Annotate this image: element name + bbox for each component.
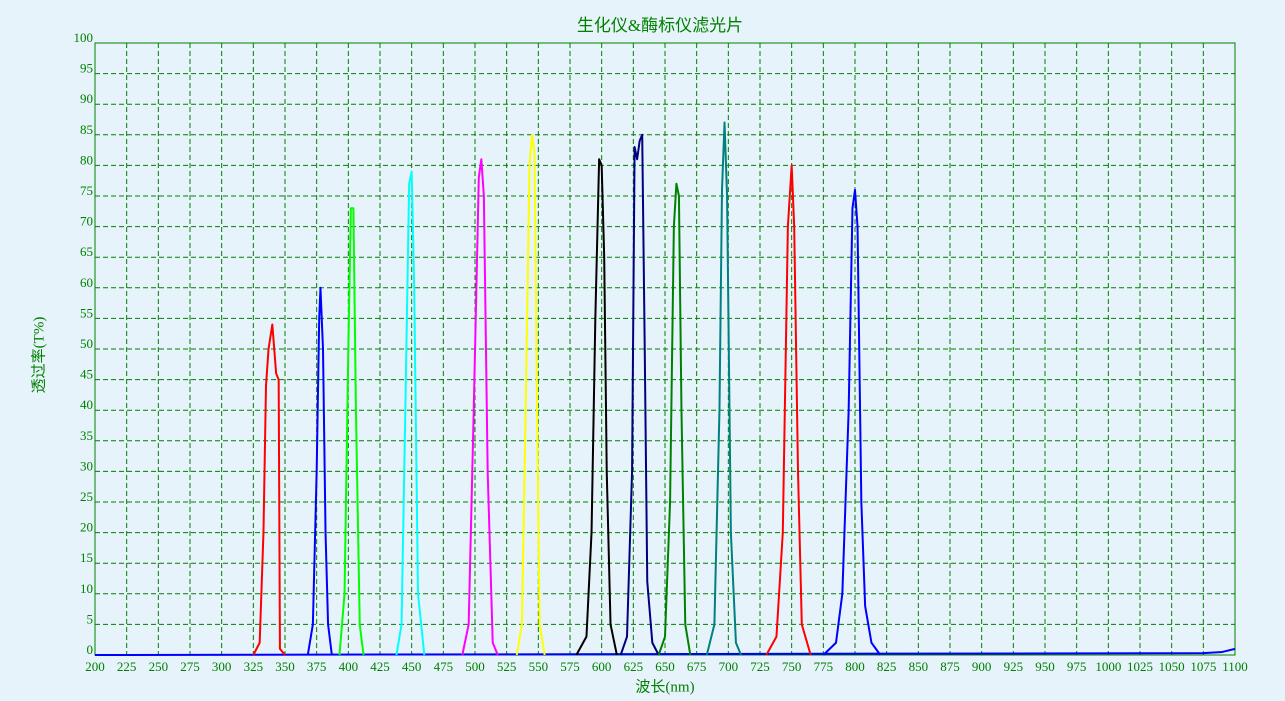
y-tick-label: 60 bbox=[80, 275, 93, 290]
x-tick-label: 275 bbox=[180, 659, 200, 674]
x-tick-label: 200 bbox=[85, 659, 105, 674]
spectrum-line bbox=[515, 133, 546, 656]
x-tick-label: 750 bbox=[782, 659, 802, 674]
x-tick-label: 925 bbox=[1004, 659, 1024, 674]
x-tick-label: 375 bbox=[307, 659, 327, 674]
y-tick-label: 40 bbox=[80, 397, 93, 412]
spectrum-line bbox=[619, 133, 660, 656]
chart-title: 生化仪&酶标仪滤光片 bbox=[577, 16, 743, 35]
x-tick-label: 1000 bbox=[1095, 659, 1121, 674]
y-tick-label: 95 bbox=[80, 61, 93, 76]
y-tick-label: 20 bbox=[80, 520, 93, 535]
x-tick-label: 400 bbox=[339, 659, 359, 674]
x-tick-label: 425 bbox=[370, 659, 390, 674]
x-tick-label: 1075 bbox=[1190, 659, 1216, 674]
spectrum-line bbox=[338, 207, 365, 656]
x-tick-label: 225 bbox=[117, 659, 137, 674]
x-tick-label: 800 bbox=[845, 659, 865, 674]
x-tick-label: 875 bbox=[940, 659, 960, 674]
y-tick-label: 85 bbox=[80, 122, 93, 137]
x-tick-label: 650 bbox=[655, 659, 675, 674]
x-tick-label: 725 bbox=[750, 659, 770, 674]
y-axis-label: 透过率(T%) bbox=[30, 317, 47, 394]
y-tick-label: 75 bbox=[80, 183, 93, 198]
spectrum-line bbox=[94, 647, 1236, 656]
spectrum-line bbox=[395, 170, 426, 656]
x-tick-label: 700 bbox=[719, 659, 739, 674]
y-tick-label: 55 bbox=[80, 305, 93, 320]
y-tick-label: 35 bbox=[80, 428, 93, 443]
spectrum-line bbox=[252, 323, 286, 656]
x-tick-label: 325 bbox=[244, 659, 264, 674]
x-tick-label: 625 bbox=[624, 659, 644, 674]
x-tick-label: 575 bbox=[560, 659, 580, 674]
x-tick-label: 525 bbox=[497, 659, 517, 674]
y-tick-label: 50 bbox=[80, 336, 93, 351]
spectrum-line bbox=[461, 158, 499, 656]
x-tick-label: 300 bbox=[212, 659, 232, 674]
y-tick-label: 15 bbox=[80, 550, 93, 565]
y-tick-label: 5 bbox=[87, 611, 94, 626]
x-axis-label: 波长(nm) bbox=[635, 678, 694, 695]
x-tick-label: 600 bbox=[592, 659, 612, 674]
spectrum-line bbox=[575, 158, 618, 656]
y-tick-label: 30 bbox=[80, 458, 93, 473]
spectrum-line bbox=[822, 188, 882, 656]
x-tick-label: 500 bbox=[465, 659, 485, 674]
x-tick-label: 450 bbox=[402, 659, 422, 674]
x-tick-label: 975 bbox=[1067, 659, 1087, 674]
x-tick-label: 550 bbox=[529, 659, 549, 674]
y-tick-label: 45 bbox=[80, 367, 93, 382]
x-tick-label: 250 bbox=[149, 659, 169, 674]
spectrum-line bbox=[306, 286, 333, 656]
spectrum-line bbox=[705, 121, 742, 656]
x-tick-label: 1100 bbox=[1222, 659, 1248, 674]
y-tick-label: 10 bbox=[80, 581, 93, 596]
y-tick-label: 80 bbox=[80, 152, 93, 167]
x-tick-label: 775 bbox=[814, 659, 834, 674]
x-tick-label: 825 bbox=[877, 659, 897, 674]
x-tick-label: 475 bbox=[434, 659, 454, 674]
spectrum-line bbox=[657, 182, 692, 656]
y-tick-label: 65 bbox=[80, 244, 93, 259]
y-tick-label: 25 bbox=[80, 489, 93, 504]
x-tick-label: 1025 bbox=[1127, 659, 1153, 674]
y-tick-label: 0 bbox=[87, 642, 94, 657]
x-tick-label: 350 bbox=[275, 659, 295, 674]
x-tick-label: 900 bbox=[972, 659, 992, 674]
x-tick-label: 1050 bbox=[1159, 659, 1185, 674]
x-tick-label: 850 bbox=[909, 659, 929, 674]
y-tick-label: 100 bbox=[74, 30, 94, 45]
spectrum-line bbox=[765, 164, 812, 656]
x-tick-label: 675 bbox=[687, 659, 707, 674]
x-tick-label: 950 bbox=[1035, 659, 1055, 674]
y-tick-label: 90 bbox=[80, 91, 93, 106]
y-tick-label: 70 bbox=[80, 214, 93, 229]
